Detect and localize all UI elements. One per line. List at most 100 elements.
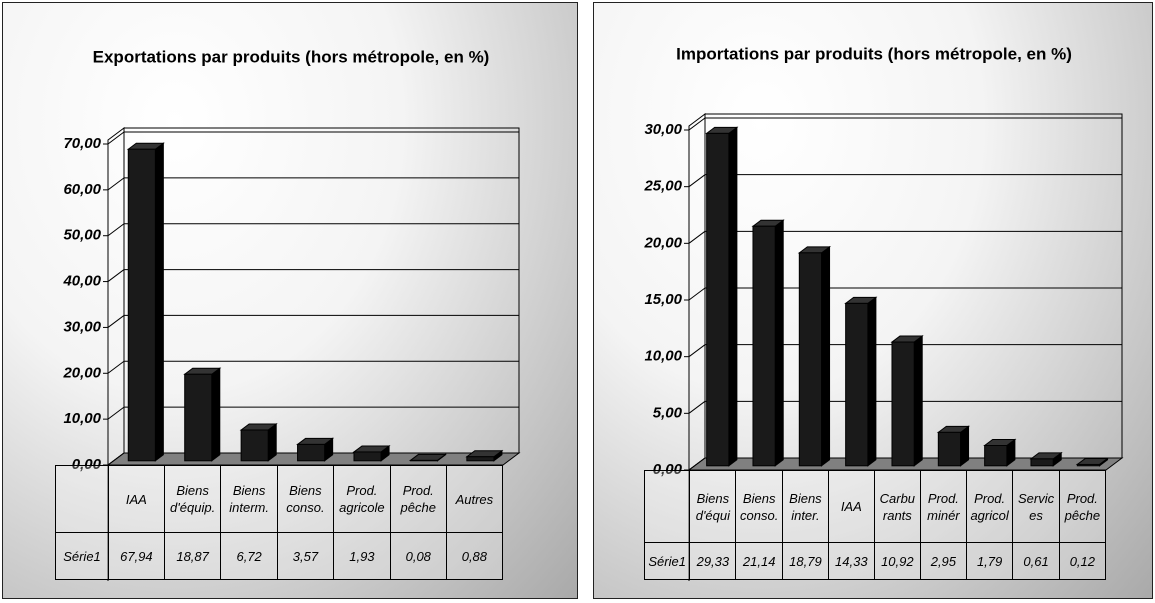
data-label: 3,57 bbox=[276, 532, 335, 580]
y-tick-label: 50,00 bbox=[63, 227, 101, 244]
side-wall bbox=[688, 113, 706, 471]
category-label: Prod. agricole bbox=[333, 465, 391, 533]
data-label: 1,79 bbox=[965, 542, 1014, 580]
data-label: 0,61 bbox=[1012, 542, 1060, 580]
y-tick-label: 60,00 bbox=[63, 181, 101, 198]
bar-side bbox=[774, 219, 784, 467]
data-label: 2,95 bbox=[919, 542, 967, 580]
grid-line-side bbox=[107, 269, 125, 282]
category-label: Prod. pêche bbox=[389, 465, 447, 533]
side-wall bbox=[107, 127, 125, 466]
grid-line-side bbox=[688, 174, 706, 188]
bar bbox=[984, 445, 1008, 467]
grid-line-side bbox=[107, 360, 125, 374]
back-wall bbox=[123, 127, 520, 454]
y-tick-label: 20,00 bbox=[62, 364, 101, 381]
bar-side bbox=[154, 142, 164, 462]
category-label: Biens interm. bbox=[220, 465, 278, 533]
category-label: Prod. agricol bbox=[965, 470, 1014, 543]
data-label: 0,12 bbox=[1058, 542, 1107, 580]
bar-side bbox=[913, 335, 923, 467]
category-label: Biens d'équi bbox=[689, 470, 737, 543]
category-label: Prod. pêche bbox=[1058, 470, 1107, 543]
bar bbox=[353, 451, 382, 462]
bar bbox=[891, 341, 915, 467]
grid-line-side bbox=[107, 177, 125, 191]
data-label: 18,87 bbox=[163, 532, 222, 580]
grid-line-side bbox=[688, 457, 706, 471]
value-row: Série1 29,33 21,14 18,79 14,33 10,92 2,95 1,79 0… bbox=[643, 542, 1107, 580]
data-label: 0,88 bbox=[445, 532, 504, 580]
bar bbox=[240, 429, 269, 462]
grid-line-side bbox=[107, 315, 125, 328]
y-tick-label: 70,00 bbox=[63, 135, 101, 152]
bar bbox=[1030, 458, 1054, 467]
category-label: Carbu rants bbox=[873, 470, 921, 543]
data-label: 67,94 bbox=[107, 532, 165, 580]
bar bbox=[937, 431, 962, 467]
chart-panel: Exportations par produits (hors métropol… bbox=[2, 2, 578, 599]
y-tick-label: 30,00 bbox=[644, 121, 682, 138]
corner-cell bbox=[643, 470, 691, 543]
category-label: Biens conso. bbox=[276, 465, 335, 533]
data-table: Biens d'équi Biens conso. Biens inter. IAA C… bbox=[643, 470, 1107, 580]
y-tick-label: 10,00 bbox=[63, 410, 101, 427]
chart-title: Importations par produits (hors métropol… bbox=[676, 44, 1072, 63]
bar bbox=[466, 456, 495, 462]
chart-title: Exportations par produits (hors métropol… bbox=[93, 47, 490, 66]
category-label: Biens conso. bbox=[735, 470, 783, 543]
y-tick-label: 25,00 bbox=[643, 178, 682, 195]
chart: Exportations par produits (hors métropol… bbox=[62, 47, 521, 581]
category-row: IAA Biens d'équip. Biens interm. Biens cons… bbox=[55, 465, 504, 533]
data-label: 21,14 bbox=[735, 542, 783, 580]
bar bbox=[184, 373, 213, 462]
bar-side bbox=[728, 126, 738, 467]
bar bbox=[845, 302, 869, 467]
bar bbox=[1076, 463, 1101, 467]
data-label: 0,08 bbox=[389, 532, 447, 580]
y-tick-label: 10,00 bbox=[644, 348, 682, 365]
grid-line-side bbox=[688, 230, 706, 244]
category-label: Autres bbox=[445, 465, 504, 533]
value-row: Série1 67,94 18,87 6,72 3,57 1,93 0,08 0,88 bbox=[55, 532, 504, 580]
bar bbox=[706, 132, 730, 467]
grid-line-side bbox=[688, 287, 706, 301]
bar-side bbox=[867, 296, 877, 467]
category-label: Biens d'équip. bbox=[163, 465, 222, 533]
category-label: IAA bbox=[827, 470, 875, 543]
bar-side bbox=[821, 245, 831, 467]
grid-line-side bbox=[688, 400, 706, 414]
bar bbox=[297, 443, 326, 462]
grid-line-side bbox=[688, 344, 706, 358]
bar-side bbox=[960, 425, 970, 467]
data-table: IAA Biens d'équip. Biens interm. Biens cons… bbox=[55, 465, 504, 580]
category-label: Prod. minér bbox=[919, 470, 967, 543]
category-label: IAA bbox=[107, 465, 165, 533]
y-tick-label: 15,00 bbox=[644, 291, 682, 308]
grid-line-side bbox=[688, 117, 706, 131]
chart-panel: Importations par produits (hors métropol… bbox=[593, 2, 1153, 599]
bar bbox=[798, 252, 823, 467]
data-label: 6,72 bbox=[220, 532, 278, 580]
legend-label: Série1 bbox=[643, 542, 691, 580]
y-tick-label: 5,00 bbox=[653, 404, 683, 421]
bar-side bbox=[211, 367, 221, 462]
y-tick-label: 40,00 bbox=[62, 273, 101, 290]
data-label: 18,79 bbox=[781, 542, 829, 580]
data-label: 1,93 bbox=[333, 532, 391, 580]
bar bbox=[752, 225, 776, 467]
bar bbox=[127, 148, 156, 462]
grid-line-side bbox=[107, 131, 125, 145]
category-label: Biens inter. bbox=[781, 470, 829, 543]
y-tick-label: 30,00 bbox=[63, 318, 101, 335]
grid-line-side bbox=[107, 452, 125, 466]
grid-line-side bbox=[107, 406, 125, 420]
legend-label: Série1 bbox=[55, 532, 109, 580]
category-label: Servic es bbox=[1012, 470, 1060, 543]
corner-cell bbox=[55, 465, 109, 533]
data-label: 10,92 bbox=[873, 542, 921, 580]
data-label: 14,33 bbox=[827, 542, 875, 580]
grid-line-side bbox=[107, 223, 125, 237]
y-tick-label: 20,00 bbox=[643, 234, 682, 251]
